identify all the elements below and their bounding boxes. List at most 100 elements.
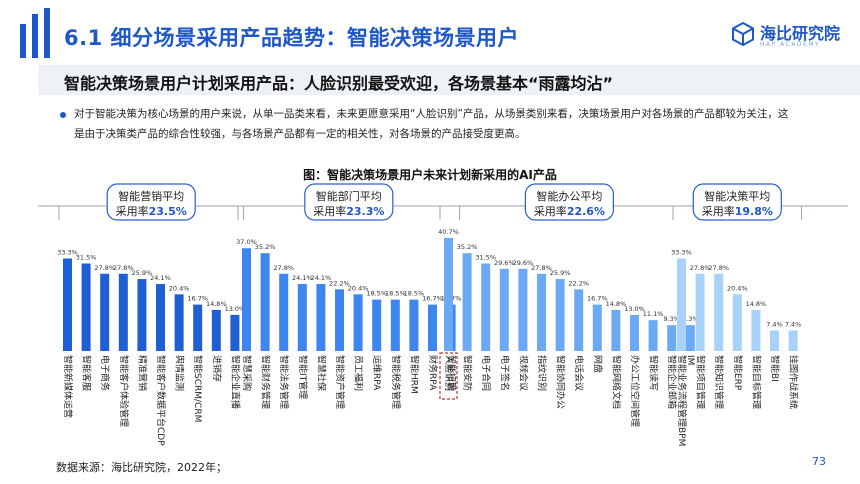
bar xyxy=(81,263,91,351)
category-label: 智能法务管理 xyxy=(278,355,290,409)
category-label: 智能资产管理 xyxy=(334,355,346,409)
bar xyxy=(714,273,724,351)
data-label: 29.6% xyxy=(494,259,515,267)
data-label: 27.8% xyxy=(531,264,552,272)
bar xyxy=(297,284,307,351)
data-label: 27.8% xyxy=(708,264,729,272)
category-label: 智能HRM xyxy=(408,355,420,394)
data-label: 24.1% xyxy=(311,274,332,282)
bar xyxy=(242,248,251,351)
category-label: 员工福利 xyxy=(353,355,365,391)
data-label: 33.3% xyxy=(671,249,692,257)
category-label: 智慧采购 xyxy=(241,355,253,391)
bar xyxy=(611,309,621,351)
data-label: 33.3% xyxy=(57,249,78,257)
data-label: 18.5% xyxy=(385,290,406,298)
bar xyxy=(481,263,491,351)
category-label: 智能企业直播 xyxy=(229,355,241,409)
bar xyxy=(193,304,203,351)
data-label: 22.2% xyxy=(329,279,350,287)
bar xyxy=(260,253,270,351)
data-label: 14.8% xyxy=(206,300,227,308)
bar xyxy=(118,273,128,351)
data-label: 35.2% xyxy=(255,243,276,251)
data-label: 16.7% xyxy=(422,295,443,303)
bar xyxy=(685,325,695,351)
bar xyxy=(574,289,584,351)
data-label: 18.5% xyxy=(366,290,387,298)
category-label: 智能IT管理 xyxy=(297,355,309,399)
bar xyxy=(174,294,184,351)
data-label: 37.0% xyxy=(236,238,257,246)
logo-text: 海比研究院 xyxy=(760,24,841,43)
group-average-label: 智能部门平均 xyxy=(316,189,382,203)
cube-logo-icon xyxy=(732,22,754,46)
category-label: 进销存 xyxy=(211,355,223,382)
bar xyxy=(648,320,658,351)
data-label: 27.8% xyxy=(273,264,294,272)
data-label: 20.4% xyxy=(348,284,369,292)
bar xyxy=(316,284,326,351)
page-number: 73 xyxy=(812,455,826,468)
bar xyxy=(462,253,472,351)
data-label: 40.7% xyxy=(438,228,459,236)
source-note: 数据来源：海比研究院，2022年； xyxy=(56,461,227,474)
data-label: 35.2% xyxy=(457,243,478,251)
data-label: 9.3% xyxy=(682,315,699,323)
data-label: 24.1% xyxy=(150,274,171,282)
category-label: 挂图作战系统 xyxy=(788,355,800,409)
data-label: 14.8% xyxy=(606,300,627,308)
group-average-value: 采用率23.5% xyxy=(116,204,187,218)
bullet-dot-icon xyxy=(60,112,66,118)
category-label: 电话会议 xyxy=(573,355,585,391)
category-label: 智能客服 xyxy=(81,355,93,391)
bar xyxy=(137,279,147,351)
bar xyxy=(444,237,453,351)
bar xyxy=(372,299,382,351)
brand-logo: 海比研究院 HAP ACADEMY xyxy=(732,22,842,52)
category-label: 智能BI xyxy=(769,355,781,382)
group-average-box xyxy=(692,183,782,221)
category-label: 智能项目管理 xyxy=(695,355,707,409)
category-label: 智慧社保 xyxy=(315,355,327,391)
bar xyxy=(230,314,240,351)
bar xyxy=(732,294,742,351)
category-label: 电子合同 xyxy=(480,355,492,391)
bar xyxy=(279,273,289,351)
data-label: 14.8% xyxy=(746,300,767,308)
bar xyxy=(499,268,509,351)
data-label: 20.4% xyxy=(727,284,748,292)
data-label: 20.4% xyxy=(169,284,190,292)
subtitle-banner: 智能决策场景用户计划采用产品：人脸识别最受欢迎，各场景基本“雨露均沾” xyxy=(38,65,860,95)
category-label: 智能财务管理 xyxy=(260,355,272,409)
bar xyxy=(409,299,419,351)
bar xyxy=(630,314,639,351)
category-label: 智能目标管理 xyxy=(750,355,762,409)
category-label: 智能安防 xyxy=(462,355,474,391)
data-label: 22.2% xyxy=(568,279,589,287)
data-label: 13.0% xyxy=(225,305,246,313)
category-label: 智能招聘 xyxy=(446,355,458,391)
bar xyxy=(353,294,363,351)
data-label: 27.8% xyxy=(113,264,134,272)
category-label: IM xyxy=(685,355,695,365)
category-label: 智能网络文档 xyxy=(610,355,622,409)
group-average-label: 智能办公平均 xyxy=(536,189,602,203)
bar xyxy=(156,284,165,351)
category-label: 智能SCRM/CRM xyxy=(192,355,204,422)
data-label: 31.5% xyxy=(76,254,97,262)
category-label: 舆情监测 xyxy=(174,355,186,391)
category-label: 智能客户数据平台CDP xyxy=(155,355,167,446)
highlight-box xyxy=(439,352,458,400)
category-label: 智能协同办公 xyxy=(555,355,567,409)
bar xyxy=(100,273,110,351)
group-average-box xyxy=(304,183,394,221)
bar xyxy=(518,268,528,351)
data-label: 25.9% xyxy=(550,269,571,277)
group-average-value: 采用率19.8% xyxy=(702,204,773,218)
category-label: 智能企业邮箱 xyxy=(666,355,678,409)
category-label: 办公工位空间管理 xyxy=(629,355,641,427)
bar xyxy=(211,309,221,351)
category-label: 指纹识别 xyxy=(536,355,548,391)
bar xyxy=(677,258,686,351)
